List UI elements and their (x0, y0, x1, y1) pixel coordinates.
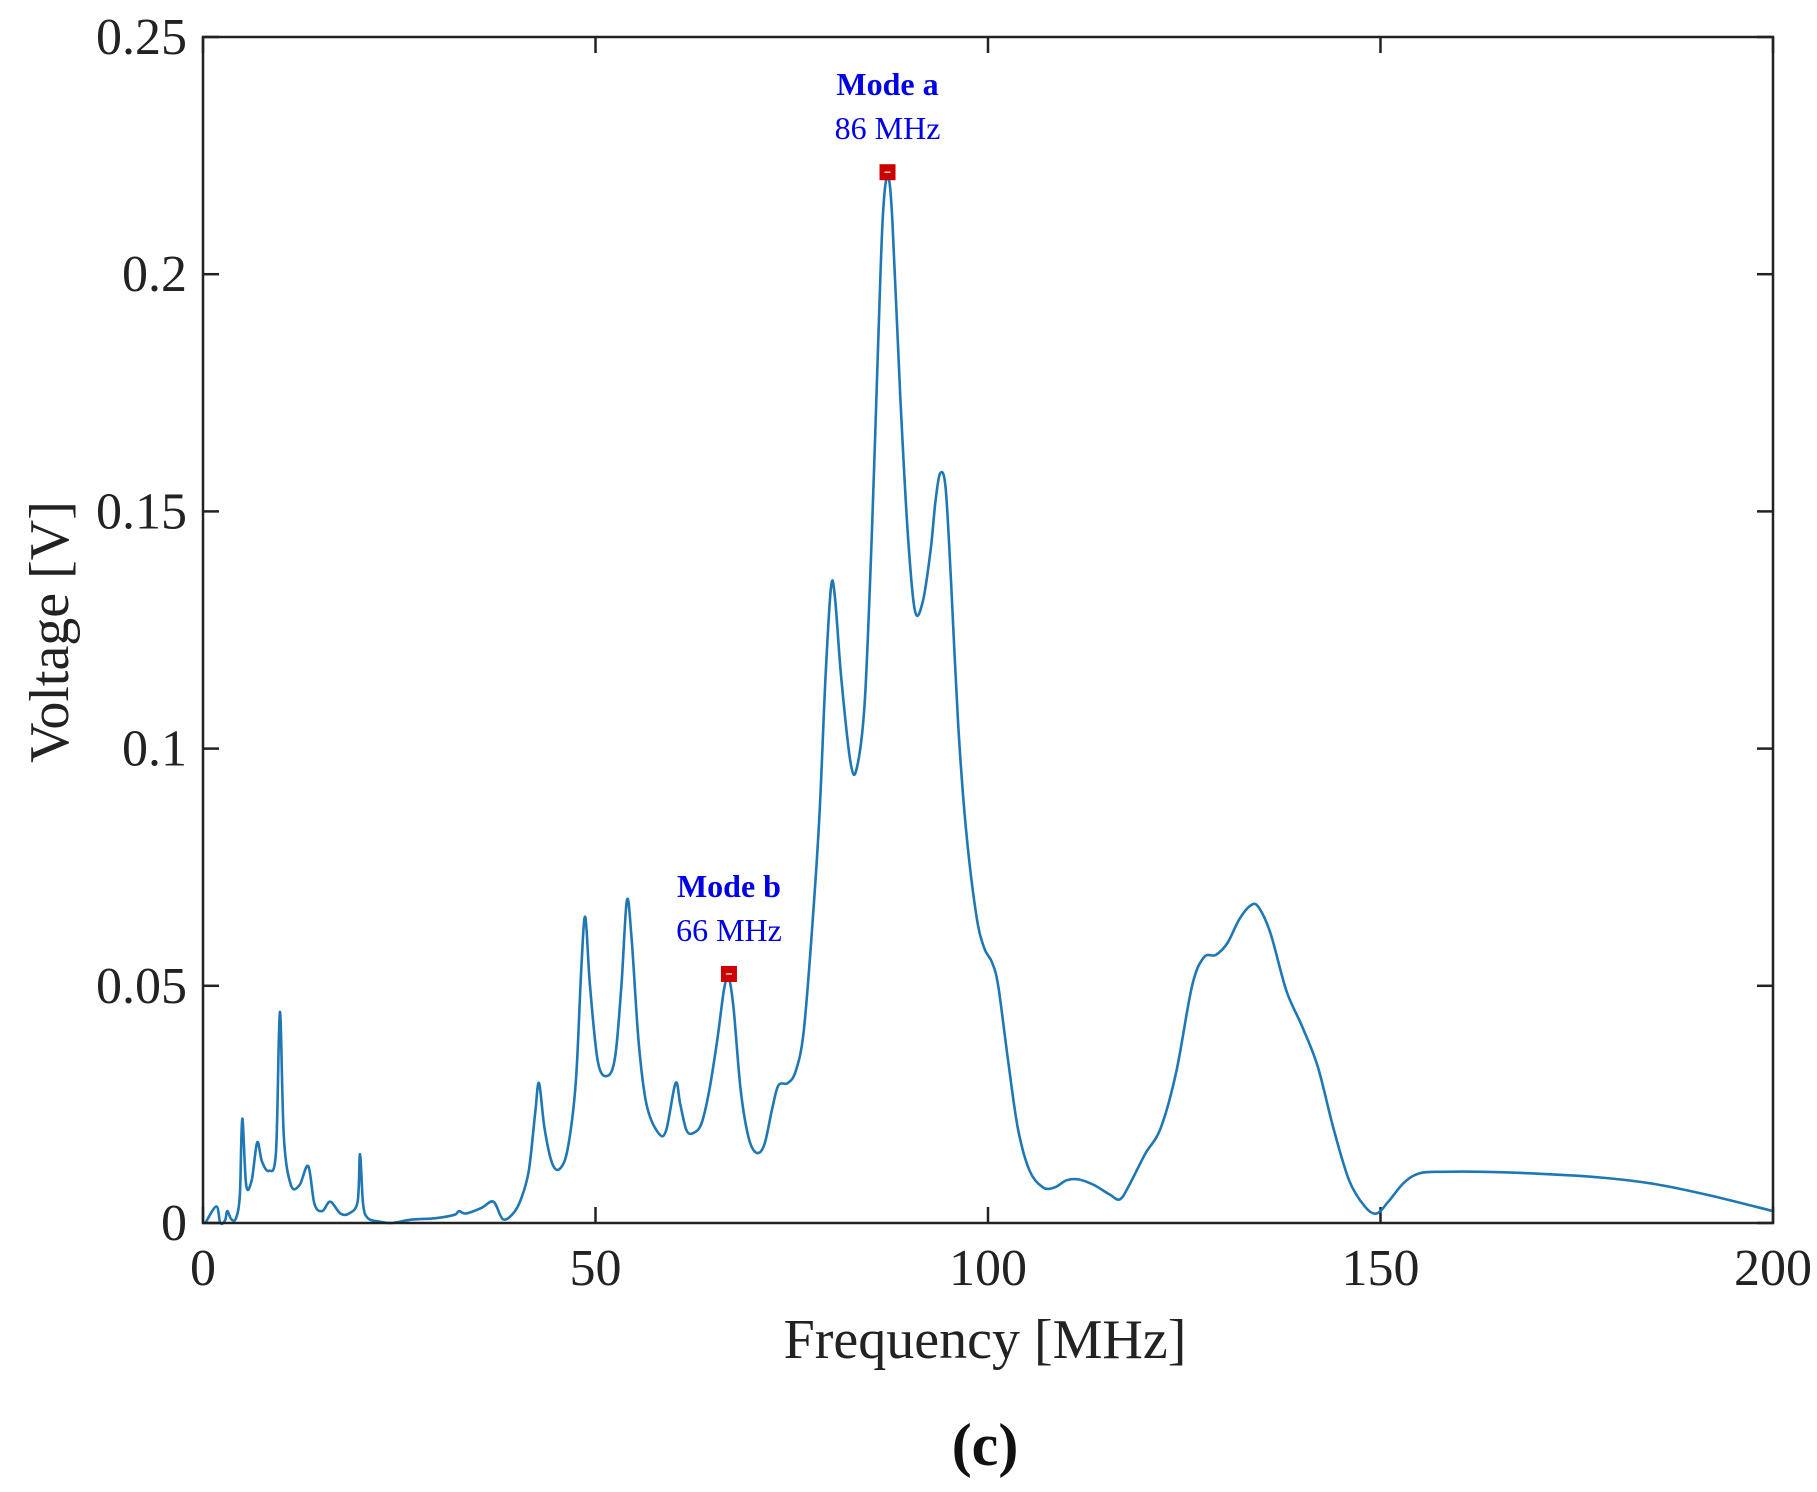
plot-frame (201, 35, 1775, 1225)
mode-b-frequency: 66 MHz (676, 912, 782, 948)
x-tick-labels: 0 50 100 150 200 (190, 1240, 1812, 1297)
y-tick-label: 0.2 (122, 246, 187, 303)
y-tick-label: 0.1 (122, 721, 187, 778)
x-tick-label: 100 (949, 1240, 1027, 1297)
mode-a-title: Mode a (836, 66, 938, 102)
y-tick-label: 0 (161, 1195, 187, 1252)
y-tick-label: 0.25 (96, 9, 187, 66)
x-tick-label: 50 (570, 1240, 622, 1297)
tick-marks (201, 35, 1775, 1225)
mode-b-title: Mode b (677, 868, 781, 904)
x-tick-label: 0 (190, 1240, 216, 1297)
y-tick-labels: 0 0.05 0.1 0.15 0.2 0.25 (96, 9, 187, 1252)
panel-label: (c) (952, 1412, 1019, 1478)
x-axis-title: Frequency [MHz] (784, 1309, 1187, 1371)
series-line-voltage (204, 175, 1774, 1226)
x-tick-label: 200 (1734, 1240, 1812, 1297)
mode-a-frequency: 86 MHz (835, 110, 941, 146)
annotations: Mode a 86 MHz Mode b 66 MHz (676, 66, 940, 982)
y-tick-label: 0.05 (96, 958, 187, 1015)
y-axis-title: Voltage [V] (19, 501, 81, 763)
y-tick-label: 0.15 (96, 483, 187, 540)
x-tick-label: 150 (1342, 1240, 1420, 1297)
